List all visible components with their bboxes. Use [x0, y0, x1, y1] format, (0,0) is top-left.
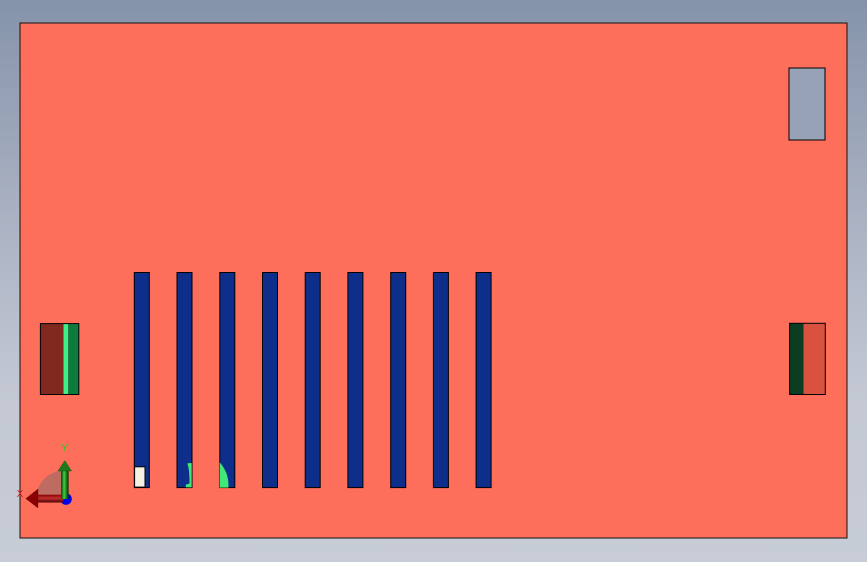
svg-text:X: X: [17, 489, 24, 500]
svg-text:Y: Y: [61, 443, 68, 454]
